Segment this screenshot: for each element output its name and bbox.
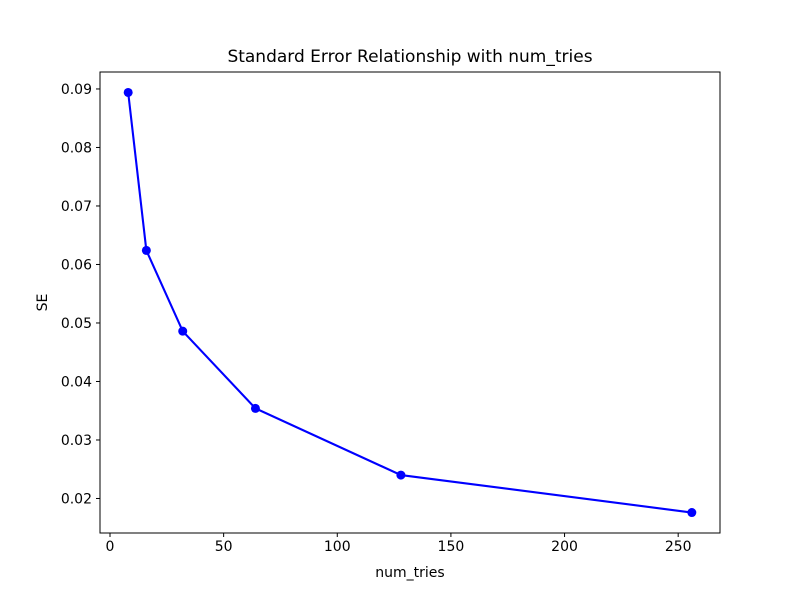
x-tick-label: 200 xyxy=(551,539,578,555)
y-tick-label: 0.04 xyxy=(61,374,92,390)
y-tick-label: 0.02 xyxy=(61,491,92,507)
x-tick-label: 100 xyxy=(324,539,351,555)
x-tick-label: 150 xyxy=(438,539,465,555)
x-tick-label: 50 xyxy=(215,539,233,555)
y-axis-label: SE xyxy=(35,294,51,312)
x-tick-label: 0 xyxy=(106,539,115,555)
chart-title: Standard Error Relationship with num_tri… xyxy=(227,47,592,67)
data-point xyxy=(123,87,133,97)
data-point xyxy=(396,470,406,480)
y-tick-label: 0.07 xyxy=(61,199,92,215)
y-axis: 0.02 0.03 0.04 0.05 0.06 0.07 0.08 0.09 xyxy=(61,82,100,507)
y-tick-label: 0.08 xyxy=(61,140,92,156)
plot-area xyxy=(99,71,721,534)
x-tick-label: 250 xyxy=(665,539,692,555)
data-point-markers xyxy=(123,87,697,518)
x-axis: 0 50 100 150 200 250 xyxy=(106,533,692,555)
y-tick-label: 0.09 xyxy=(61,82,92,98)
data-point xyxy=(250,403,260,413)
data-point xyxy=(687,508,697,518)
se-line-series xyxy=(127,92,692,514)
data-point xyxy=(141,245,151,255)
y-tick-label: 0.06 xyxy=(61,257,92,273)
y-tick-label: 0.05 xyxy=(61,316,92,332)
x-axis-label: num_tries xyxy=(375,565,444,581)
data-point xyxy=(178,326,188,336)
y-tick-label: 0.03 xyxy=(61,433,92,449)
